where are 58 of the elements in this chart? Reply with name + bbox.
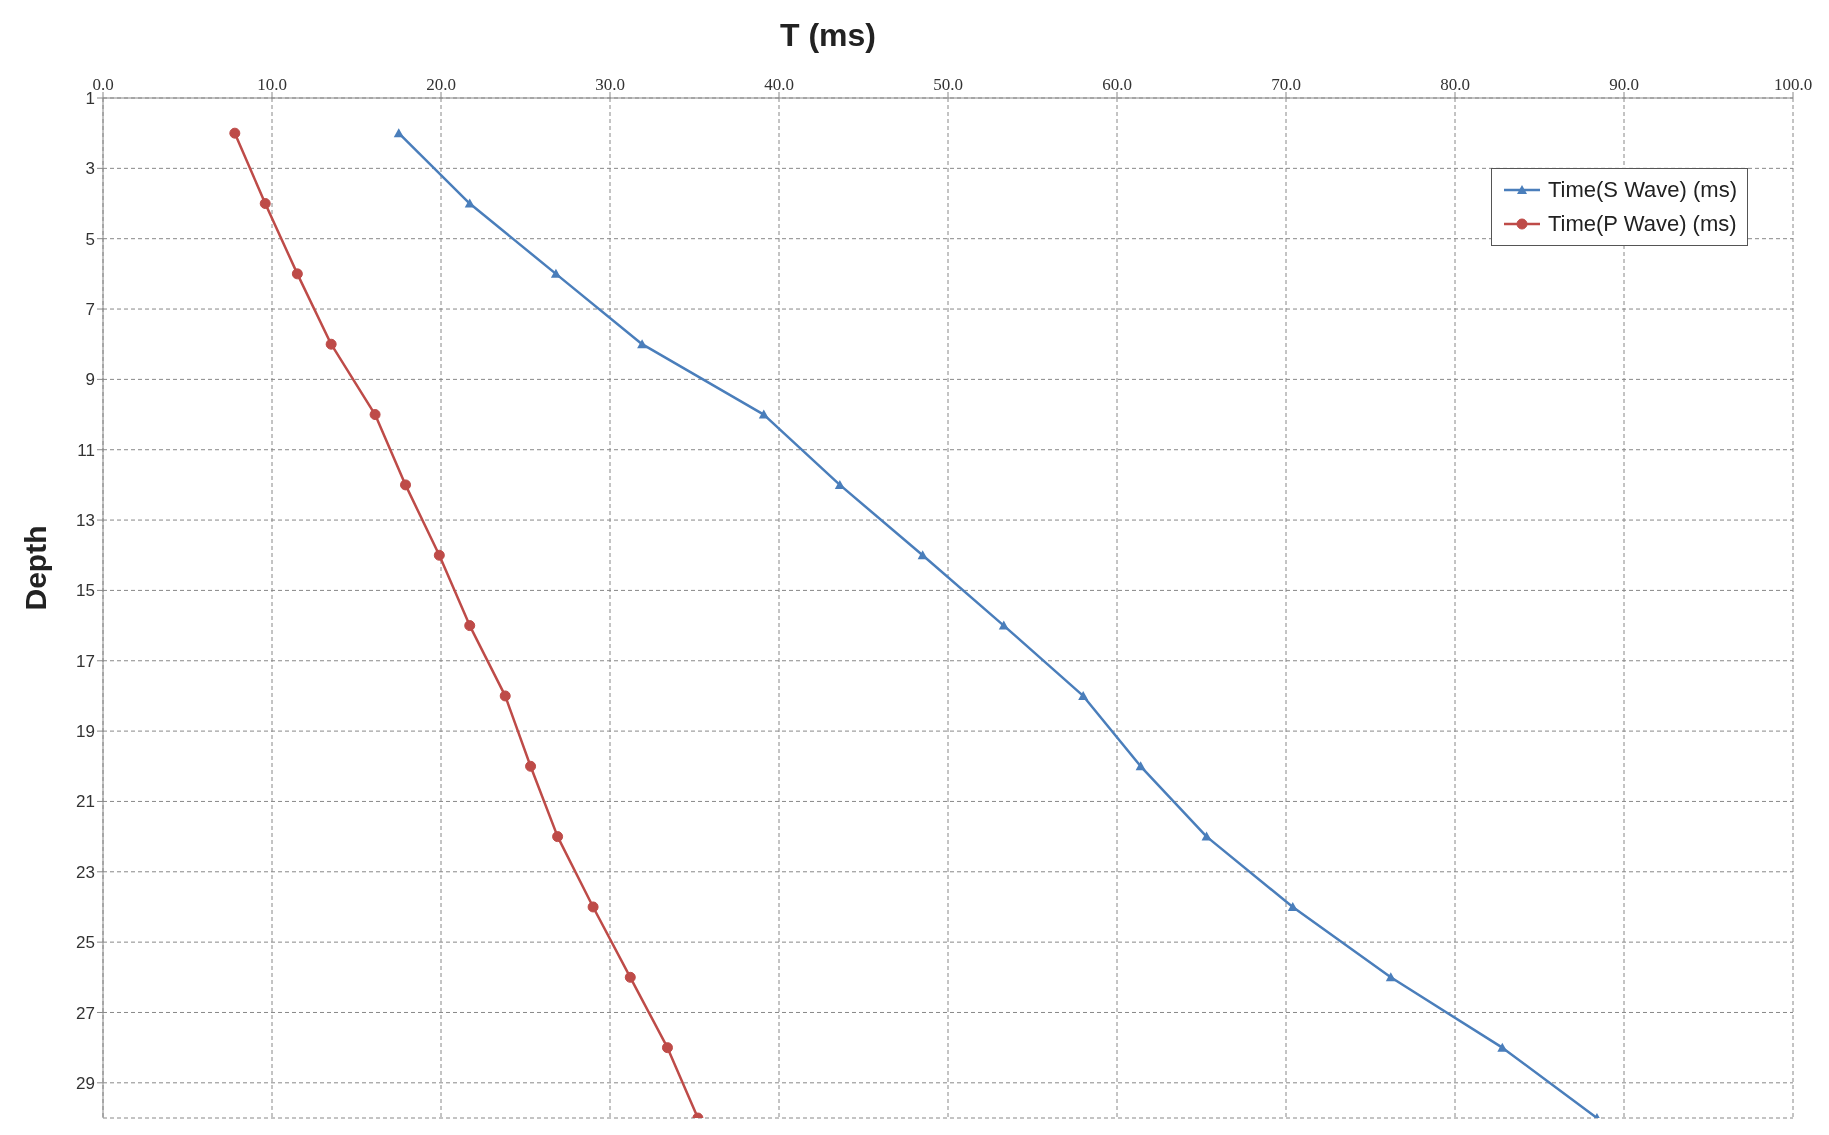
x-tick-label: 100.0 [1773,75,1813,94]
x-tick-label: 60.0 [1102,75,1132,94]
y-tick-label: 17 [76,651,95,671]
y-tick-label: 11 [77,440,95,460]
y-tick-label: 29 [76,1073,95,1093]
x-tick-label: 90.0 [1609,75,1639,94]
point [1497,1042,1508,1052]
x-axis-title: T (ms) [780,17,876,53]
y-tick-label: 9 [85,370,95,390]
point [499,690,511,702]
x-tick-label: 30.0 [595,75,625,94]
point [400,479,412,491]
y-tick-label: 27 [76,1003,95,1023]
point [917,550,928,560]
x-tick-label: 40.0 [764,75,794,94]
point [1135,761,1146,771]
y-tick-label: 23 [76,862,95,882]
point [1201,831,1212,841]
point [291,268,303,280]
point [624,971,636,983]
point [661,1042,673,1054]
x-tick-label: 80.0 [1440,75,1470,94]
x-tick-label: 50.0 [933,75,963,94]
point [325,338,337,350]
legend-label: Time(P Wave) (ms) [1547,211,1737,237]
point [393,128,404,138]
y-tick-label: 7 [85,300,95,320]
y-tick-label: 5 [85,229,95,249]
point [998,620,1009,630]
point [758,409,769,419]
y-axis-title: Depth [19,525,52,611]
point [1078,690,1089,700]
x-tick-label: 70.0 [1271,75,1301,94]
y-tick-label: 1 [85,89,95,109]
point [259,198,271,210]
x-tick-label: 20.0 [426,75,456,94]
y-tick-label: 19 [76,722,95,742]
y-tick-label: 21 [76,792,95,812]
point [433,549,445,561]
y-tick-label: 3 [85,159,95,179]
y-tick-label: 25 [76,933,95,953]
y-tick-label: 15 [76,581,95,601]
point [229,127,241,139]
y-tick-label: 13 [76,511,95,531]
point [587,901,599,913]
point [464,620,476,632]
point [1287,901,1298,911]
point [550,268,561,278]
point [637,339,648,349]
point [552,831,564,843]
x-tick-label: 10.0 [257,75,287,94]
point [525,760,537,772]
legend-label: Time(S Wave) (ms) [1547,177,1737,203]
point [1385,972,1396,982]
point [369,409,381,421]
point [834,479,845,489]
x-tick-label: 0.0 [92,75,114,94]
point [464,198,475,208]
